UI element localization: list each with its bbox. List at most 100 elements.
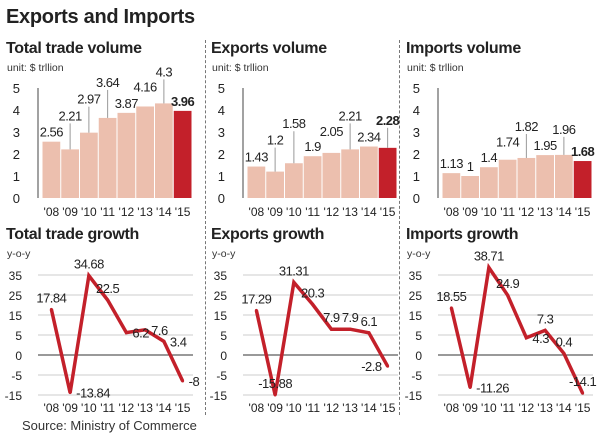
chart-title: Exports growth [211, 226, 325, 243]
bar [378, 147, 397, 198]
x-tick-label: '10 [481, 401, 497, 415]
data-point [524, 336, 528, 340]
bar [247, 166, 266, 198]
chart-svg: 35 25 15 5 0 -5 -15 '08'09'10'11 '12'13'14'15 18.… [405, 249, 597, 415]
main-title: Exports and Imports [6, 6, 195, 28]
bar [536, 155, 554, 198]
data-label: 1.43 [245, 150, 269, 165]
data-label: 31.31 [279, 263, 309, 278]
y-tick-label: 2 [413, 147, 420, 162]
x-tick-label: '10 [481, 205, 497, 219]
y-tick-label: 0 [15, 349, 22, 363]
x-tick-label: '08 [44, 205, 60, 219]
x-tick-label: '14 [556, 205, 572, 219]
bar [322, 152, 341, 198]
data-label: -15.88 [258, 376, 292, 391]
x-tick-label: '14 [156, 205, 172, 219]
y-tick-label: 1 [413, 169, 420, 184]
data-point [468, 386, 472, 390]
y-tick-label: -5 [11, 369, 22, 383]
chart-svg: 0 1 2 3 4 5 '08'09'10'11 '12'13'14'15 2.56 2.212.… [13, 64, 195, 219]
data-label: 2.21 [58, 108, 82, 123]
y-tick-label: 5 [13, 81, 20, 96]
data-point [449, 306, 453, 310]
y-tick-label: 0 [13, 191, 20, 206]
bar [498, 159, 517, 198]
x-tick-label: '13 [342, 401, 358, 415]
x-tick-label: '14 [361, 401, 377, 415]
chart-unit: y-o-y [212, 248, 236, 260]
data-label: 1.68 [571, 144, 595, 159]
chart-title: Total trade growth [6, 226, 139, 243]
data-label: 17.84 [36, 290, 66, 305]
data-label: -11.26 [476, 381, 509, 396]
chart-unit: unit: $ trllion [407, 62, 464, 74]
y-tick-label: 5 [15, 329, 22, 343]
bar [98, 117, 117, 198]
x-tick-label: '15 [175, 401, 191, 415]
bar [61, 149, 79, 198]
x-tick-label: '10 [286, 205, 302, 219]
x-tick-label: '13 [137, 401, 153, 415]
data-label: -13.84 [76, 386, 110, 401]
data-label: 4.16 [133, 79, 157, 94]
x-tick-label: '11 [305, 401, 320, 415]
data-point [87, 274, 91, 278]
y-tick-label: 2 [218, 147, 225, 162]
y-tick-label: 35 [409, 269, 423, 283]
column-divider [399, 40, 400, 415]
x-tick-label: '15 [380, 205, 396, 219]
x-tick-label: '15 [575, 205, 591, 219]
y-tick-label: 15 [214, 309, 228, 323]
y-tick-label: -15 [210, 389, 228, 403]
y-tick-label: 0 [220, 349, 227, 363]
x-tick-label: '12 [519, 205, 535, 219]
data-point [386, 364, 390, 368]
y-tick-label: 5 [413, 81, 420, 96]
bar [341, 149, 359, 198]
data-point [143, 328, 147, 332]
y-tick-label: 25 [409, 289, 423, 303]
y-tick-label: 0 [218, 191, 225, 206]
data-label: 1 [467, 159, 474, 174]
y-tick-label: 2 [13, 147, 20, 162]
data-point [68, 391, 72, 395]
series-line [449, 262, 585, 394]
x-tick-label: '11 [500, 401, 515, 415]
data-label: 6.2 [132, 326, 149, 341]
x-tick-label: '14 [361, 205, 377, 219]
chart-title: Total trade volume [6, 40, 142, 57]
y-tick-label: 4 [218, 103, 225, 118]
bar [173, 110, 192, 198]
x-tick-label: '14 [156, 401, 172, 415]
chart-title: Imports volume [406, 40, 521, 57]
data-label: 1.95 [533, 138, 557, 153]
source-note: Source: Ministry of Commerce [22, 418, 197, 433]
x-tick-label: '09 [62, 401, 78, 415]
data-label: 7.9 [323, 310, 340, 325]
data-label: 2.34 [357, 130, 381, 145]
data-label: 22.5 [96, 281, 120, 296]
data-label: 1.9 [304, 139, 321, 154]
y-tick-label: 25 [214, 289, 228, 303]
bar [80, 132, 98, 198]
data-label: 3.96 [171, 94, 195, 109]
x-tick-label: '09 [462, 401, 478, 415]
data-point [273, 393, 277, 397]
bar [136, 106, 154, 198]
data-label: 18.55 [436, 289, 466, 304]
data-label: -8 [189, 374, 200, 389]
x-tick-label: '10 [81, 205, 97, 219]
data-point [329, 327, 333, 331]
bar [517, 157, 536, 198]
data-point [292, 280, 296, 284]
data-point [49, 307, 53, 311]
x-tick-label: '13 [342, 205, 358, 219]
x-tick-label: '13 [137, 205, 153, 219]
data-label: 6.1 [361, 314, 378, 329]
bar [155, 103, 173, 198]
data-label: -14.1 [569, 374, 596, 389]
x-tick-label: '13 [537, 205, 553, 219]
data-label: 2.56 [40, 125, 64, 140]
column-divider [205, 40, 206, 415]
